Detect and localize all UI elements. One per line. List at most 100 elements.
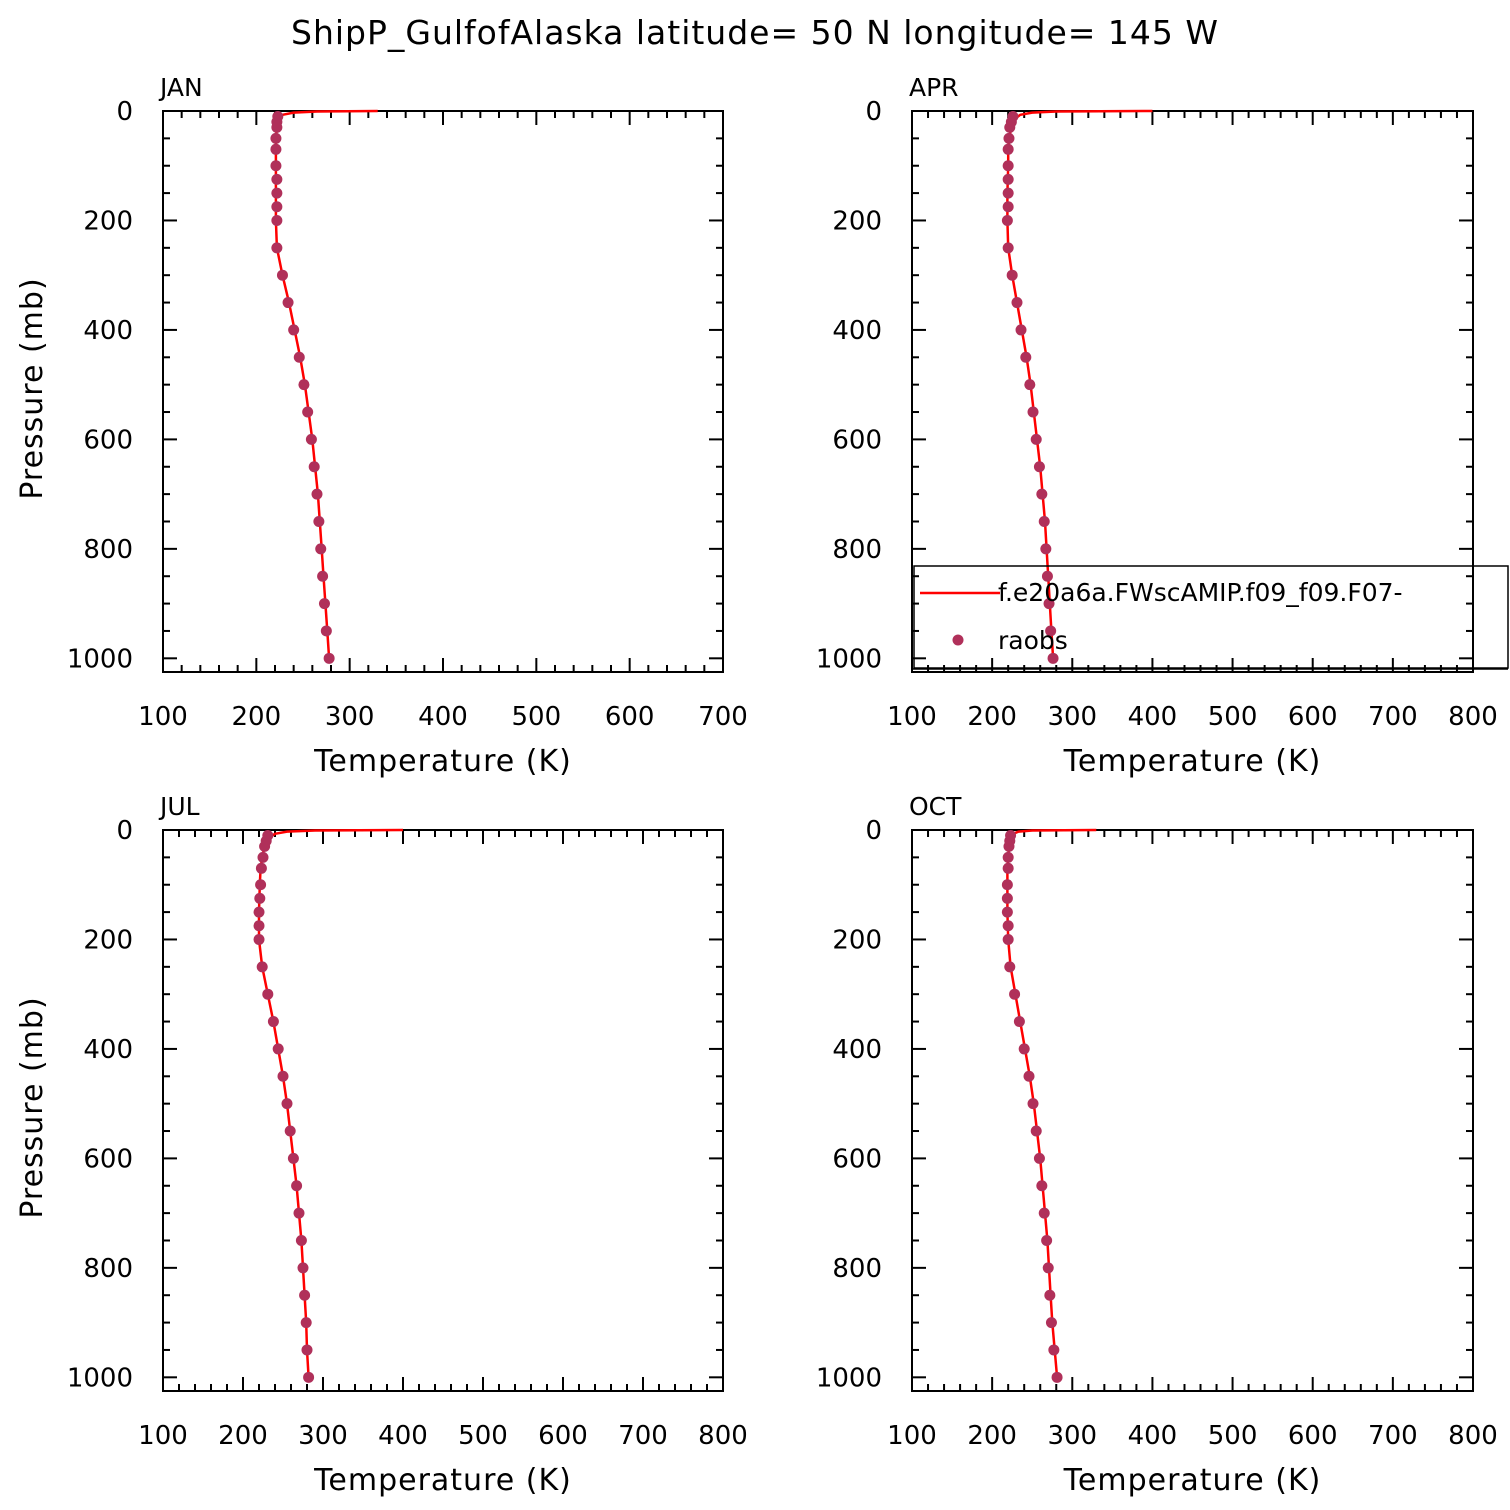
x-axis-label: Temperature (K) <box>1063 744 1322 779</box>
x-tick-label: 100 <box>138 1421 188 1451</box>
y-tick-label: 1000 <box>816 1363 882 1393</box>
x-tick-label: 700 <box>1368 702 1418 732</box>
x-tick-label: 200 <box>218 1421 268 1451</box>
raobs-point <box>311 488 323 500</box>
x-tick-label: 400 <box>418 702 468 732</box>
raobs-point <box>1024 379 1036 391</box>
raobs-point <box>291 1180 303 1192</box>
x-tick-label: 600 <box>605 702 655 732</box>
raobs-point <box>1033 461 1045 473</box>
raobs-point <box>1036 488 1048 500</box>
raobs-point <box>1011 297 1023 309</box>
raobs-point <box>1002 920 1014 932</box>
raobs-point <box>293 351 305 363</box>
plot-frame <box>911 110 1474 673</box>
raobs-point <box>254 892 266 904</box>
raobs-point <box>253 920 265 932</box>
panel-oct: 100 200 300 400 500 600 700 800 0 200 400 600 800 100… <box>816 792 1498 1498</box>
raobs-point <box>272 1043 284 1055</box>
x-axis-label: Temperature (K) <box>1063 1463 1322 1498</box>
raobs-point <box>257 851 269 863</box>
x-tick-label: 800 <box>698 1421 748 1451</box>
y-tick-label: 600 <box>832 1144 882 1174</box>
x-tick-label: 700 <box>618 1421 668 1451</box>
raobs-point <box>1033 1152 1045 1164</box>
legend-box <box>913 565 1509 669</box>
panel-apr: 100 200 300 400 500 600 700 800 0 200 400 600 800 100… <box>816 73 1509 779</box>
panel-label: JAN <box>158 73 203 102</box>
y-tick-label: 600 <box>83 1144 133 1174</box>
raobs-point <box>271 173 283 185</box>
raobs-point <box>308 461 320 473</box>
raobs-point <box>271 187 283 199</box>
panel-label: JUL <box>158 792 200 821</box>
raobs-point <box>270 132 282 144</box>
model-profile-line <box>257 828 404 1378</box>
raobs-point <box>255 879 267 891</box>
raobs-point <box>287 1152 299 1164</box>
raobs-point <box>320 625 332 637</box>
raobs-point <box>300 1317 312 1329</box>
raobs-point <box>270 143 282 155</box>
raobs-point <box>1051 1371 1063 1383</box>
y-tick-label: 200 <box>83 925 133 955</box>
x-tick-label: 500 <box>1208 1421 1258 1451</box>
raobs-point <box>1009 988 1021 1000</box>
x-tick-label: 300 <box>1047 1421 1097 1451</box>
x-tick-label: 700 <box>1368 1421 1418 1451</box>
raobs-point <box>1002 862 1014 874</box>
raobs-point <box>1038 1207 1050 1219</box>
raobs-point <box>302 406 314 418</box>
x-tick-label: 600 <box>538 1421 588 1451</box>
panel-label: OCT <box>909 792 962 821</box>
raobs-point <box>301 1344 313 1356</box>
y-tick-label: 400 <box>83 1035 133 1065</box>
raobs-point <box>276 269 288 281</box>
raobs-point <box>318 598 330 610</box>
raobs-point <box>1036 1180 1048 1192</box>
raobs-point <box>1042 1262 1054 1274</box>
x-tick-label: 500 <box>458 1421 508 1451</box>
y-tick-label: 0 <box>865 97 882 127</box>
raobs-point <box>1002 143 1014 155</box>
raobs-point <box>1004 121 1016 133</box>
raobs-point <box>1040 543 1052 555</box>
raobs-point <box>271 214 283 226</box>
x-tick-label: 600 <box>1288 702 1338 732</box>
legend-marker-swatch <box>952 634 964 646</box>
raobs-point <box>259 840 271 852</box>
raobs-point <box>323 652 335 664</box>
x-tick-label: 500 <box>512 702 562 732</box>
raobs-point <box>1045 1317 1057 1329</box>
raobs-point <box>1002 242 1014 254</box>
x-axis-label: Temperature (K) <box>313 744 572 779</box>
legend-label-raobs: raobs <box>998 626 1068 655</box>
panel-jan: 100 200 300 400 500 600 700 0 200 400 600 800 1000 Te… <box>15 73 748 779</box>
x-axis-label: Temperature (K) <box>313 1463 572 1498</box>
raobs-point <box>1027 1098 1039 1110</box>
raobs-point <box>1020 351 1032 363</box>
x-tick-label: 200 <box>967 1421 1017 1451</box>
raobs-point <box>253 906 265 918</box>
raobs-point <box>1030 433 1042 445</box>
raobs-point <box>1041 570 1053 582</box>
raobs-point <box>1003 840 1015 852</box>
plot-frame <box>911 829 1474 1392</box>
raobs-point <box>1002 160 1014 172</box>
raobs-point <box>1002 187 1014 199</box>
raobs-point <box>293 1207 305 1219</box>
raobs-point <box>262 988 274 1000</box>
raobs-point <box>1002 173 1014 185</box>
x-tick-label: 800 <box>1448 1421 1498 1451</box>
x-tick-label: 100 <box>887 1421 937 1451</box>
raobs-point <box>1002 851 1014 863</box>
x-tick-label: 400 <box>378 1421 428 1451</box>
x-tick-label: 600 <box>1288 1421 1338 1451</box>
raobs-point <box>288 324 300 336</box>
y-tick-label: 0 <box>116 97 133 127</box>
panel-label: APR <box>909 73 959 102</box>
raobs-point <box>253 933 265 945</box>
legend: f.e20a6a.FWscAMIP.f09_f09.F07-raobs <box>912 565 1509 670</box>
x-tick-label: 100 <box>138 702 188 732</box>
